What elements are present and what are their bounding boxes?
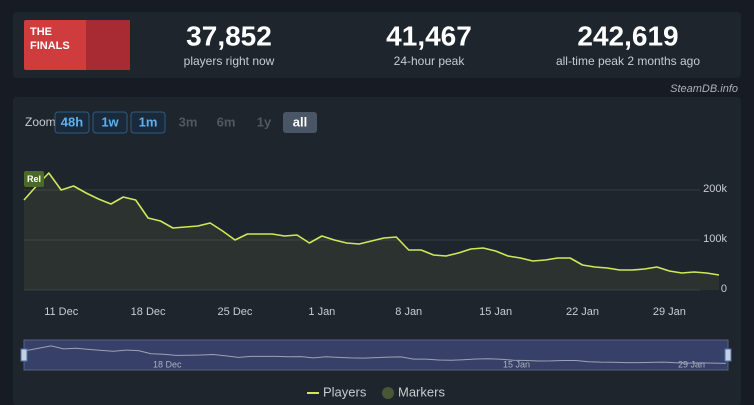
stat-label: 24-hour peak <box>394 54 466 68</box>
logo-text: THE <box>30 26 52 38</box>
navigator-label: 15 Jan <box>503 359 530 369</box>
x-tick-label: 8 Jan <box>395 306 422 318</box>
chart-panel <box>13 97 741 405</box>
x-tick-label: 1 Jan <box>308 306 335 318</box>
zoom-button[interactable]: 1w <box>92 111 128 134</box>
button-label: 1m <box>139 114 158 129</box>
x-tick-label: 25 Dec <box>218 306 253 318</box>
navigator-handle[interactable] <box>20 348 28 362</box>
logo-art <box>86 20 130 70</box>
stat-label: players right now <box>184 54 275 68</box>
y-tick-label: 200k <box>703 183 727 195</box>
stat-label: all-time peak 2 months ago <box>556 54 700 68</box>
legend-item[interactable]: Markers <box>382 384 445 399</box>
legend-label: Markers <box>398 384 445 399</box>
stats-panel <box>13 12 741 78</box>
button-bg <box>92 111 128 134</box>
button-bg <box>130 111 166 134</box>
source-link[interactable]: SteamDB.info <box>670 83 738 95</box>
zoom-button: 3m <box>179 114 198 129</box>
button-label: all <box>293 114 307 129</box>
navigator-label: 18 Dec <box>153 359 182 369</box>
stat-value: 41,467 <box>386 20 472 51</box>
button-label: 1w <box>101 114 119 129</box>
x-tick-label: 18 Dec <box>131 306 166 318</box>
zoom-button[interactable]: all <box>283 112 317 133</box>
y-tick-label: 0 <box>721 283 727 295</box>
annotation-box[interactable] <box>24 171 44 187</box>
legend-label: Players <box>323 384 367 399</box>
y-tick-label: 100k <box>703 233 727 245</box>
x-tick-label: 15 Jan <box>479 306 512 318</box>
x-tick-label: 22 Jan <box>566 306 599 318</box>
button-bg <box>283 112 317 133</box>
stat-value: 242,619 <box>577 20 678 51</box>
logo-text: FINALS <box>30 40 70 52</box>
zoom-button[interactable]: 1m <box>130 111 166 134</box>
button-label: 1y <box>257 114 272 129</box>
button-label: 3m <box>179 114 198 129</box>
annotation-label: Rel <box>27 174 41 184</box>
stat-value: 37,852 <box>186 20 272 51</box>
zoom-button: 1y <box>257 114 272 129</box>
navigator-handle[interactable] <box>724 348 732 362</box>
button-label: 6m <box>217 114 236 129</box>
legend-swatch <box>382 387 394 399</box>
x-tick-label: 29 Jan <box>653 306 686 318</box>
zoom-button[interactable]: 48h <box>54 111 90 134</box>
series-line <box>23 172 720 276</box>
x-tick-label: 11 Dec <box>44 306 79 318</box>
navigator-window[interactable] <box>23 339 729 371</box>
navigator-label: 29 Jan <box>678 359 705 369</box>
button-label: 48h <box>61 114 83 129</box>
navigator-line <box>25 345 727 364</box>
button-bg <box>54 111 90 134</box>
zoom-label: Zoom <box>25 115 56 129</box>
zoom-button: 6m <box>217 114 236 129</box>
legend-item[interactable]: Players <box>307 384 367 399</box>
